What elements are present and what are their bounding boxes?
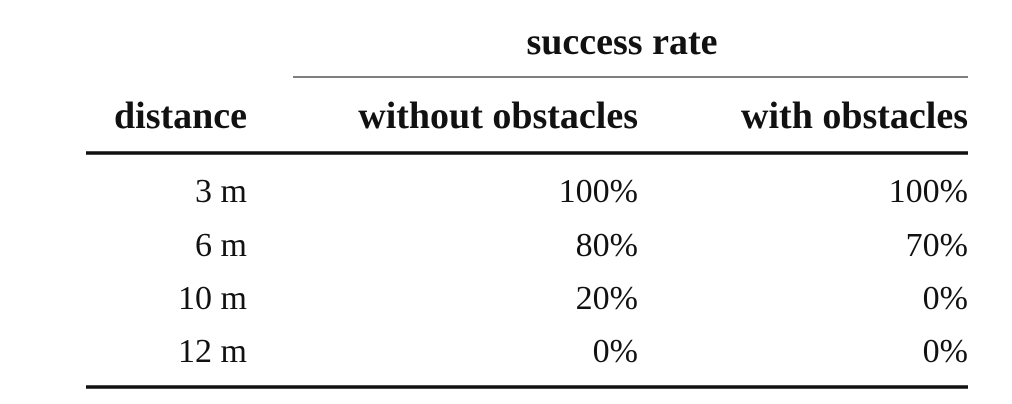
column-header: without obstacles [358, 95, 638, 137]
table-cell: 0% [593, 333, 638, 370]
column-header: distance [114, 95, 247, 137]
table-cell: 0% [923, 333, 968, 370]
table-cell: 6 m [195, 227, 247, 264]
table-cell: 70% [906, 227, 968, 264]
table-cell: 12 m [178, 333, 247, 370]
table-cell: 100% [559, 173, 638, 210]
group-header: success rate [527, 21, 718, 63]
table-cell: 80% [576, 227, 638, 264]
table-cell: 0% [923, 280, 968, 317]
table-cell: 10 m [178, 280, 247, 317]
table-cell: 100% [889, 173, 968, 210]
table-cell: 20% [576, 280, 638, 317]
table-cell: 3 m [195, 173, 247, 210]
column-header: with obstacles [741, 95, 968, 137]
